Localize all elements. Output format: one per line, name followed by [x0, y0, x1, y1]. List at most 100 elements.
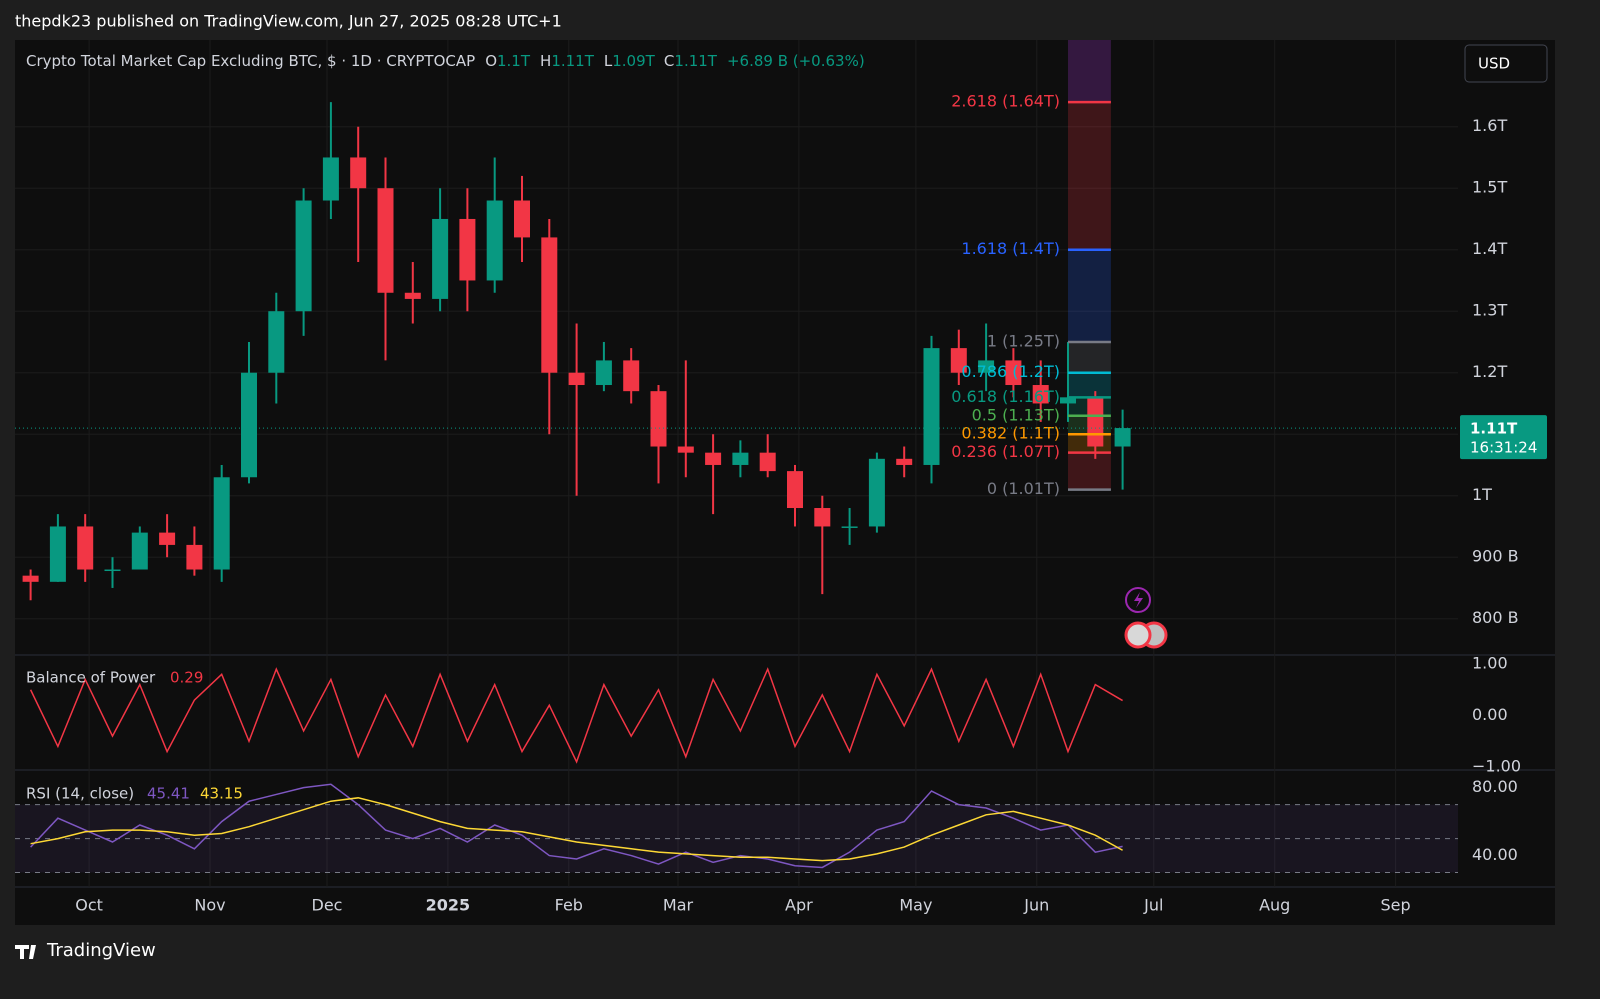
logo-icon [15, 945, 36, 959]
x-tick-label: Sep [1381, 896, 1411, 915]
plot: Oct Nov Dec 2025 Feb Mar Apr May Jun Jul Aug Sep 800… [15, 40, 1547, 915]
quote-text: +6.89 B (+0.63%) [727, 52, 865, 70]
candle-body [595, 360, 612, 386]
candle-body [814, 508, 831, 527]
legend-value: 45.41 [147, 785, 190, 803]
publisher: thepdk23 published on TradingView.com, J… [15, 12, 562, 31]
candle-body [896, 458, 913, 465]
x-tick-label: Apr [785, 896, 813, 915]
rsi-line [30, 797, 1123, 862]
y-tick-label: 80.00 [1472, 777, 1518, 796]
candle-body [213, 477, 230, 570]
fib-zone [1068, 372, 1111, 398]
candle-body [486, 200, 503, 281]
y-tick-label: −1.00 [1472, 757, 1521, 776]
y-tick-label: 1.3T [1472, 301, 1507, 320]
candle-body [22, 575, 39, 582]
fib-zone [1068, 452, 1111, 490]
last-price: 1.11T [1470, 420, 1518, 438]
candle-body [322, 157, 339, 201]
fib-label: 2.618 (1.64T) [951, 92, 1060, 111]
candle-body [841, 526, 858, 528]
candle-body [1005, 360, 1022, 386]
candle-body [241, 372, 257, 478]
quote-text: C [664, 52, 674, 70]
x-tick-label: Feb [555, 896, 583, 915]
candle-body [950, 348, 967, 373]
candle-body [350, 157, 367, 189]
quote-text: O [485, 52, 497, 70]
candle-body [77, 526, 94, 570]
x-tick-label: Mar [663, 896, 694, 915]
candle-body [568, 372, 585, 386]
x-tick-label: Jul [1143, 896, 1163, 915]
candle-body [159, 532, 176, 545]
candle-body [268, 311, 285, 373]
event-icon[interactable] [1125, 587, 1151, 613]
candle-body [787, 471, 803, 509]
x-tick-label: Aug [1259, 896, 1290, 915]
pane-value: 0.29 [170, 669, 203, 687]
currency[interactable]: USD [1478, 55, 1510, 73]
fib-zone [1068, 40, 1111, 103]
fib-label: 1 (1.25T) [987, 331, 1060, 350]
candle-body [732, 452, 749, 465]
y-tick-label: 1.5T [1472, 178, 1507, 197]
candle-body [868, 458, 885, 527]
x-tick-label: Dec [312, 896, 343, 915]
fib-label: 0.382 (1.1T) [961, 424, 1060, 443]
quote-text: 1.11T [674, 52, 717, 70]
y-tick-label: 800 B [1472, 608, 1519, 627]
quote-text: 1.11T [551, 52, 594, 70]
event-icon[interactable] [1124, 621, 1152, 649]
fib-zone [1068, 102, 1111, 250]
bop-line [29, 667, 1123, 764]
countdown: 16:31:24 [1470, 439, 1537, 457]
candle-body [1060, 397, 1076, 404]
quote-text: L [604, 52, 613, 70]
fib-zone [1068, 249, 1111, 342]
quote-text: 1.09T [612, 52, 655, 70]
price-badge [1460, 415, 1547, 460]
candle-body [514, 200, 530, 238]
fib-label: 0.786 (1.2T) [961, 362, 1060, 381]
fib-label: 1.618 (1.4T) [961, 239, 1060, 258]
y-tick-label: 0.00 [1472, 705, 1508, 724]
y-tick-label: 900 B [1472, 547, 1519, 566]
y-tick-label: 1.2T [1472, 362, 1507, 381]
candle-body [1114, 428, 1131, 447]
currency-button[interactable] [1464, 44, 1548, 83]
y-tick-label: 1T [1472, 485, 1492, 504]
candle-body [1087, 397, 1104, 447]
fib-label: 0 (1.01T) [987, 479, 1060, 498]
logo: TradingView [46, 940, 156, 961]
quote-text: Crypto Total Market Cap Excluding BTC, $… [26, 52, 475, 70]
y-tick-label: 40.00 [1472, 845, 1518, 864]
rsi-line [30, 783, 1123, 869]
candle-body [759, 452, 776, 472]
candle-body [49, 526, 66, 582]
y-tick-label: 1.6T [1472, 116, 1507, 135]
pane-title: RSI (14, close) [26, 785, 134, 803]
candle-body [1032, 385, 1049, 404]
candle-body [923, 348, 940, 465]
pane-title: Balance of Power [26, 669, 156, 687]
legend-value: 43.15 [200, 785, 243, 803]
candle-body [677, 446, 694, 453]
fib-zone [1068, 341, 1111, 373]
candle-body [295, 200, 312, 312]
quote-text: H [540, 52, 551, 70]
candle-body [432, 218, 449, 299]
y-tick-label: 1.00 [1472, 654, 1508, 673]
x-tick-label: Jun [1023, 896, 1049, 915]
x-tick-label: May [899, 896, 932, 915]
candle-body [186, 544, 203, 570]
fib-label: 0.5 (1.13T) [972, 405, 1060, 424]
candle-body [623, 360, 640, 392]
y-tick-label: 1.4T [1472, 239, 1507, 258]
candle-body [404, 292, 421, 299]
x-tick-label: 2025 [426, 896, 471, 915]
candle-body [541, 237, 558, 373]
